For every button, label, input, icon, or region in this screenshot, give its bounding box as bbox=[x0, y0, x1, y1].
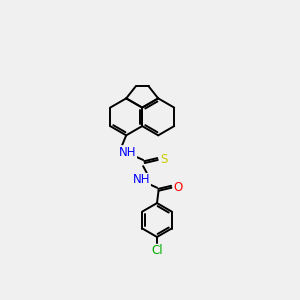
Text: NH: NH bbox=[119, 146, 136, 159]
Text: Cl: Cl bbox=[151, 244, 163, 257]
Text: O: O bbox=[173, 181, 182, 194]
Text: S: S bbox=[160, 154, 168, 166]
Text: NH: NH bbox=[133, 173, 150, 187]
